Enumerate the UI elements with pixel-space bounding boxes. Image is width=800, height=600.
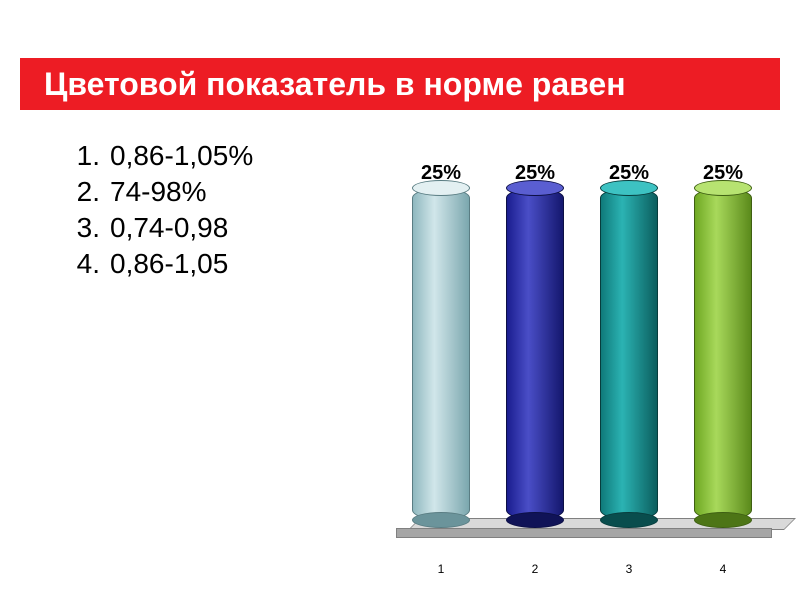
list-item-text: 74-98% (110, 176, 207, 208)
bar-cylinder (600, 188, 658, 520)
answer-list: 1. 0,86-1,05% 2. 74-98% 3. 0,74-0,98 4. 0,86-1,… (64, 140, 253, 284)
title-bar: Цветовой показатель в норме равен (20, 58, 780, 110)
list-item-number: 4. (64, 248, 100, 280)
bar-body (600, 188, 658, 520)
bar-bottom-ellipse (600, 512, 658, 528)
x-axis-label: 3 (600, 562, 658, 576)
bar-top-ellipse (506, 180, 564, 196)
list-item-text: 0,74-0,98 (110, 212, 228, 244)
bar-top-ellipse (412, 180, 470, 196)
bar: 25% (694, 188, 752, 520)
list-item: 3. 0,74-0,98 (64, 212, 253, 244)
list-item-number: 3. (64, 212, 100, 244)
bar-cylinder (694, 188, 752, 520)
title-text: Цветовой показатель в норме равен (44, 66, 626, 103)
bar-bottom-ellipse (412, 512, 470, 528)
list-item: 4. 0,86-1,05 (64, 248, 253, 280)
list-item: 2. 74-98% (64, 176, 253, 208)
bar-body (412, 188, 470, 520)
bar-cylinder (412, 188, 470, 520)
x-axis-label: 2 (506, 562, 564, 576)
bar-chart: 1234 25%25%25%25% (394, 158, 794, 568)
list-item-text: 0,86-1,05 (110, 248, 228, 280)
list-item: 1. 0,86-1,05% (64, 140, 253, 172)
bar-body (506, 188, 564, 520)
list-item-text: 0,86-1,05% (110, 140, 253, 172)
bar-top-ellipse (600, 180, 658, 196)
bar: 25% (506, 188, 564, 520)
x-axis-label: 1 (412, 562, 470, 576)
bar-top-ellipse (694, 180, 752, 196)
bar-bottom-ellipse (506, 512, 564, 528)
list-item-number: 2. (64, 176, 100, 208)
bar-bottom-ellipse (694, 512, 752, 528)
x-axis-label: 4 (694, 562, 752, 576)
bar: 25% (600, 188, 658, 520)
bar-cylinder (506, 188, 564, 520)
bar-body (694, 188, 752, 520)
platform-front (396, 528, 772, 538)
list-item-number: 1. (64, 140, 100, 172)
bar: 25% (412, 188, 470, 520)
